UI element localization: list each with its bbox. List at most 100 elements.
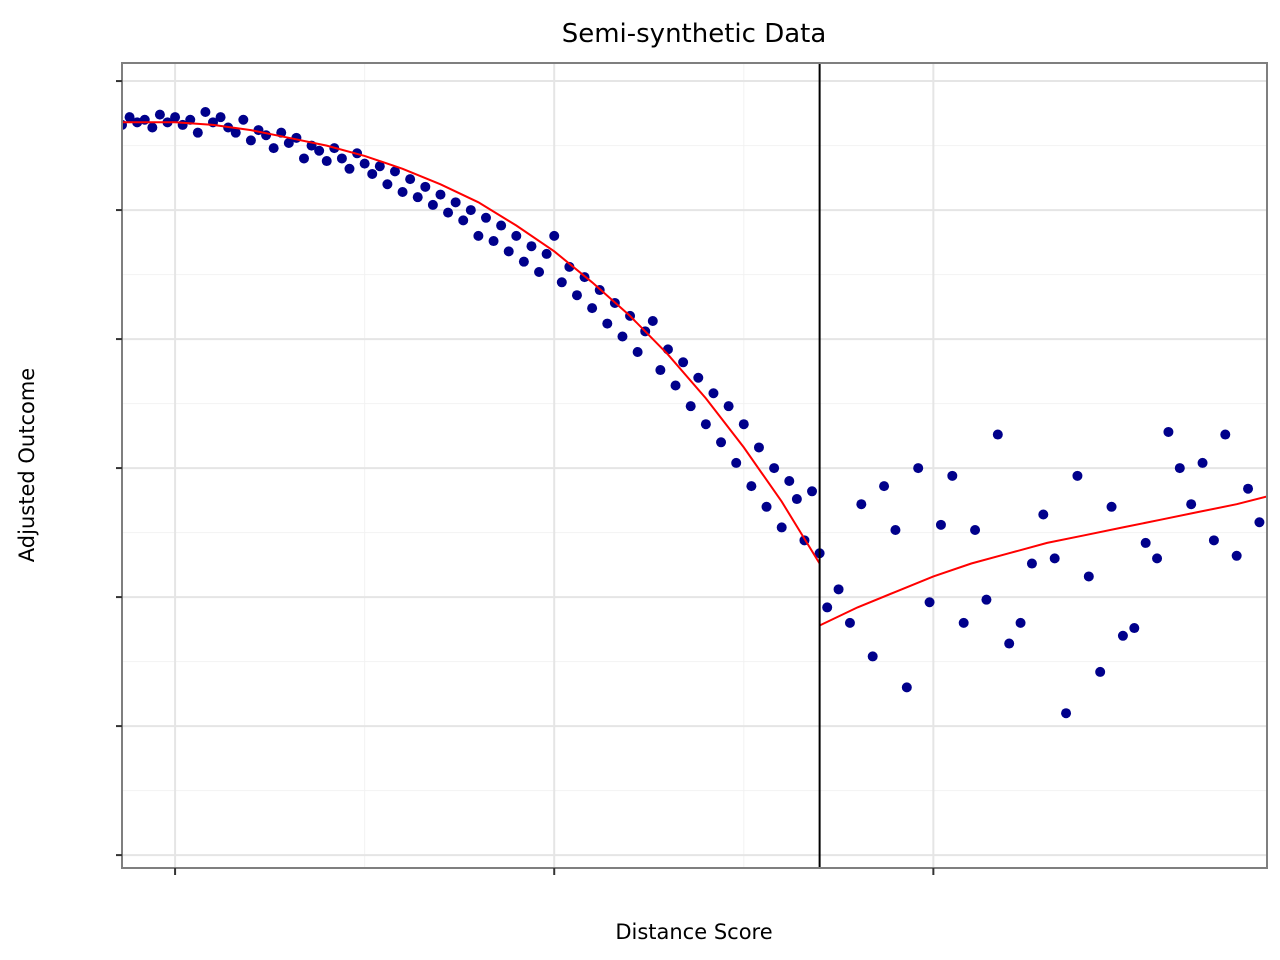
data-point xyxy=(374,161,385,172)
data-point xyxy=(473,230,484,241)
data-point xyxy=(958,617,969,628)
data-point xyxy=(1083,571,1094,582)
data-point xyxy=(367,168,378,179)
data-point xyxy=(738,419,749,430)
data-point xyxy=(1140,537,1151,548)
data-point xyxy=(397,187,408,198)
data-point xyxy=(124,112,135,123)
data-point xyxy=(947,470,958,481)
data-point xyxy=(655,365,666,376)
data-point xyxy=(450,197,461,208)
data-point xyxy=(708,388,719,399)
data-point xyxy=(791,494,802,505)
fit-right-line xyxy=(819,495,1267,627)
data-point xyxy=(685,401,696,412)
axis-ticks xyxy=(116,80,935,875)
data-point xyxy=(518,256,529,267)
data-point xyxy=(230,127,241,138)
data-point xyxy=(170,112,181,123)
data-point xyxy=(1117,630,1128,641)
data-point xyxy=(503,246,514,257)
data-point xyxy=(670,380,681,391)
data-point xyxy=(1208,535,1219,546)
data-point xyxy=(1004,638,1015,649)
data-point xyxy=(147,122,158,133)
data-point xyxy=(314,145,325,156)
chart-title: Semi-synthetic Data xyxy=(562,19,827,49)
data-point xyxy=(1152,553,1163,564)
data-point xyxy=(549,230,560,241)
data-point xyxy=(1243,483,1254,494)
panel-border xyxy=(121,62,1268,869)
data-point xyxy=(913,463,924,474)
data-point xyxy=(678,357,689,368)
data-point xyxy=(420,181,431,192)
data-point xyxy=(632,346,643,357)
data-point xyxy=(662,344,673,355)
data-point xyxy=(1254,517,1265,528)
data-point xyxy=(1106,501,1117,512)
data-point xyxy=(1163,426,1174,437)
data-point xyxy=(526,241,537,252)
data-point xyxy=(1095,666,1106,677)
data-point xyxy=(992,429,1003,440)
data-point xyxy=(511,230,522,241)
data-point xyxy=(435,189,446,200)
data-point xyxy=(1220,429,1231,440)
data-point xyxy=(1015,617,1026,628)
data-point xyxy=(382,179,393,190)
data-point xyxy=(769,463,780,474)
fit-left-line xyxy=(122,121,821,565)
data-point xyxy=(784,475,795,486)
data-point xyxy=(564,261,575,272)
data-point xyxy=(700,419,711,430)
data-point xyxy=(901,682,912,693)
data-point xyxy=(602,318,613,329)
data-point xyxy=(245,135,256,146)
data-point xyxy=(238,114,249,125)
data-point xyxy=(496,220,507,231)
data-point xyxy=(731,457,742,468)
data-point xyxy=(761,501,772,512)
data-point xyxy=(443,207,454,218)
data-point xyxy=(321,156,332,167)
x-axis-label: Distance Score xyxy=(615,920,772,944)
data-point xyxy=(268,143,279,154)
data-point xyxy=(556,277,567,288)
data-point xyxy=(587,303,598,314)
data-point xyxy=(833,584,844,595)
data-point xyxy=(879,481,890,492)
data-point xyxy=(867,651,878,662)
data-point xyxy=(693,372,704,383)
data-point xyxy=(344,163,355,174)
data-point xyxy=(405,174,416,185)
data-point xyxy=(283,137,294,148)
data-point xyxy=(924,597,935,608)
data-point xyxy=(571,290,582,301)
gridlines xyxy=(122,63,1267,868)
data-point xyxy=(336,153,347,164)
data-point xyxy=(844,617,855,628)
data-point xyxy=(716,437,727,448)
data-point xyxy=(1231,550,1242,561)
y-axis-label: Adjusted Outcome xyxy=(15,368,39,562)
data-point xyxy=(154,109,165,120)
data-point xyxy=(776,522,787,533)
data-point xyxy=(359,158,370,169)
data-point xyxy=(534,266,545,277)
data-point xyxy=(890,525,901,536)
data-point xyxy=(427,199,438,210)
data-point xyxy=(458,215,469,226)
data-point xyxy=(981,594,992,605)
data-point xyxy=(1072,470,1083,481)
data-point xyxy=(1061,708,1072,719)
data-point xyxy=(1174,463,1185,474)
data-point xyxy=(746,481,757,492)
data-point xyxy=(1026,558,1037,569)
data-point xyxy=(807,486,818,497)
data-point xyxy=(480,212,491,223)
data-point xyxy=(488,236,499,247)
data-point xyxy=(1197,457,1208,468)
data-point xyxy=(753,442,764,453)
